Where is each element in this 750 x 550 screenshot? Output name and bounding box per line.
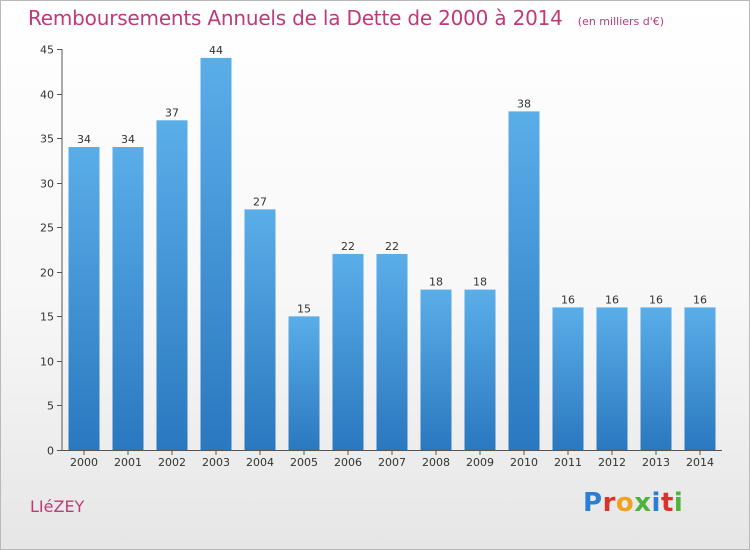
data-label: 34 [77,133,91,146]
data-label: 16 [605,293,619,306]
commune-name: LIéZEY [30,497,85,516]
y-tick-label: 5 [47,400,54,413]
logo-letter: P [583,488,603,518]
bar [552,307,584,450]
x-tick-label: 2001 [114,456,142,469]
y-tick-label: 45 [40,44,54,57]
data-label: 37 [165,106,179,119]
bar [420,289,452,450]
bar [200,57,232,451]
bar [156,120,188,451]
x-tick-label: 2010 [510,456,538,469]
logo-letter: t [660,488,674,518]
bar [596,307,628,450]
logo-letter: o [615,488,635,518]
data-label: 16 [693,293,707,306]
bar [332,253,364,450]
x-tick-label: 2013 [642,456,670,469]
logo-letter: i [651,488,661,518]
logo-letter: r [602,488,616,518]
logo-letter: i [673,488,684,518]
y-tick-label: 30 [40,178,54,191]
x-tick-label: 2011 [554,456,582,469]
data-label: 16 [561,293,575,306]
x-tick-label: 2006 [334,456,362,469]
bar [376,253,408,450]
x-tick-label: 2008 [422,456,450,469]
x-tick-label: 2000 [70,456,98,469]
chart-unit: (en milliers d'€) [577,15,665,28]
x-tick-label: 2003 [202,456,230,469]
bar [68,147,100,450]
y-tick-label: 25 [40,222,54,235]
chart-axes: 0 5 10 15 20 25 30 35 40 45 [40,44,722,458]
data-label: 22 [385,240,399,253]
x-tick-label: 2007 [378,456,406,469]
data-label: 16 [649,293,663,306]
x-tick-label: 2002 [158,456,186,469]
data-label: 38 [517,97,531,110]
chart-header: Remboursements Annuels de la Dette de 20… [28,6,664,30]
data-label: 22 [341,240,355,253]
bar [464,289,496,450]
data-label: 18 [473,276,487,289]
x-tick-label: 2005 [290,456,318,469]
y-tick-label: 40 [40,89,54,102]
data-label: 44 [209,44,223,57]
data-label: 27 [253,195,267,208]
x-tick-label: 2004 [246,456,274,469]
x-tick-label: 2009 [466,456,494,469]
bar [244,209,276,450]
logo-letter: x [634,488,652,518]
bar [684,307,716,450]
y-tick-label: 35 [40,133,54,146]
chart-title: Remboursements Annuels de la Dette de 20… [28,6,563,30]
y-tick-label: 15 [40,311,54,324]
y-tick-label: 0 [47,445,54,458]
bar [288,316,320,450]
data-label: 15 [297,302,311,315]
y-tick-label: 10 [40,356,54,369]
bar [508,111,540,450]
x-tick-label: 2012 [598,456,626,469]
data-label: 18 [429,276,443,289]
y-tick-label: 20 [40,267,54,280]
proxiti-logo: Proxiti [583,488,683,518]
bar [112,147,144,450]
x-tick-label: 2014 [686,456,714,469]
bars-group [68,57,716,451]
bar [640,307,672,450]
data-label: 34 [121,133,135,146]
labels-group: 2000 34 2001 34 2002 37 2003 44 2004 27 2005 15 2006… [70,44,714,469]
